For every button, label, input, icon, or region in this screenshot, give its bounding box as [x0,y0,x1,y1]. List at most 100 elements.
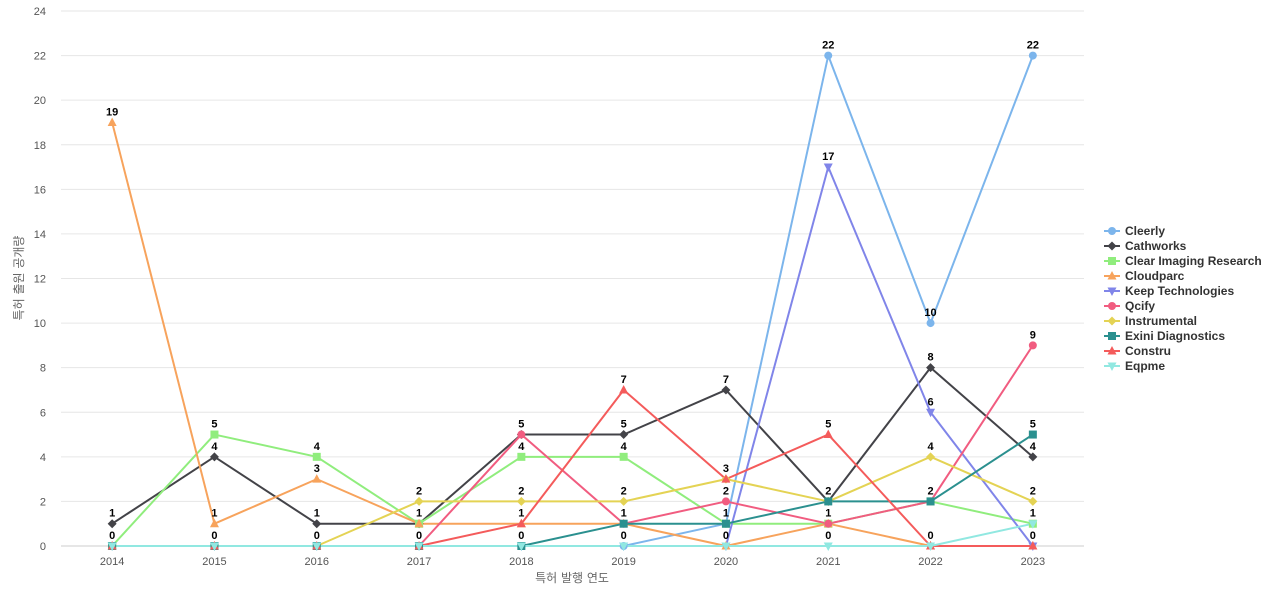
legend-item-constru[interactable]: Constru [1104,344,1171,358]
data-label: 2 [723,485,729,497]
data-label: 0 [723,530,729,542]
y-tick-label: 12 [34,274,46,286]
x-tick-label: 2016 [305,556,329,568]
data-point-eqpme [312,542,322,551]
legend-label: Eqpme [1125,359,1165,373]
data-point-cleerly [926,319,935,328]
data-label: 0 [927,530,933,542]
data-label: 8 [927,352,933,364]
legend-item-keep-technologies[interactable]: Keep Technologies [1104,284,1234,298]
data-label: 5 [825,419,831,431]
data-label: 5 [621,419,627,431]
y-tick-label: 24 [34,6,46,18]
data-point-qcify [1028,341,1037,350]
legend-item-exini-diagnostics[interactable]: Exini Diagnostics [1104,329,1225,343]
data-label: 2 [518,485,524,497]
legend-item-instrumental[interactable]: Instrumental [1104,314,1197,328]
y-tick-label: 16 [34,184,46,196]
legend-swatch-marker [1108,332,1116,340]
y-tick-label: 18 [34,140,46,152]
x-tick-label: 2019 [611,556,635,568]
x-tick-label: 2021 [816,556,840,568]
grid [61,10,1084,547]
data-label: 0 [109,530,115,542]
data-label: 0 [518,530,524,542]
data-point-keep-technologies [823,163,833,173]
data-label: 1 [416,508,422,520]
y-tick-label: 22 [34,51,46,63]
data-label: 7 [621,374,627,386]
data-point-instrumental [1028,496,1038,506]
data-point-constru [516,518,526,528]
legend-label: Cloudparc [1125,269,1185,283]
x-tick-label: 2023 [1021,556,1045,568]
data-point-constru [1028,541,1038,550]
data-point-exini-diagnostics [721,519,730,528]
data-label: 5 [518,419,524,431]
legend-item-cleerly[interactable]: Cleerly [1104,224,1165,238]
data-point-clear-imaging-research [312,452,321,461]
data-point-clear-imaging-research [619,452,628,461]
data-point-constru [721,474,731,483]
data-label: 1 [825,508,831,520]
data-point-instrumental [926,452,936,462]
data-label: 0 [825,530,831,542]
legend-item-qcify[interactable]: Qcify [1104,299,1155,313]
data-point-instrumental [516,496,526,506]
legend-item-cathworks[interactable]: Cathworks [1104,239,1187,253]
x-tick-label: 2020 [714,556,738,568]
legend-label: Clear Imaging Research [1125,254,1262,268]
data-point-instrumental [619,496,629,506]
legend-item-eqpme[interactable]: Eqpme [1104,359,1165,373]
data-point-cathworks [619,430,629,440]
data-label: 0 [1030,530,1036,542]
data-label: 1 [518,508,524,520]
data-point-cathworks [1028,452,1038,462]
legend-item-clear-imaging-research[interactable]: Clear Imaging Research [1104,254,1262,268]
data-point-cloudparc [209,518,219,528]
data-point-keep-technologies [926,408,936,418]
data-label: 19 [106,106,118,118]
data-label: 1 [211,508,217,520]
data-label: 2 [1030,485,1036,497]
legend-item-cloudparc[interactable]: Cloudparc [1104,269,1185,283]
x-tick-label: 2014 [100,556,124,568]
data-label: 4 [211,441,218,453]
series-line-clear-imaging-research [111,433,1034,547]
x-tick-label: 2017 [407,556,431,568]
legend-swatch-marker [1108,227,1116,235]
legend-label: Qcify [1125,299,1155,313]
data-point-eqpme [1028,520,1038,529]
data-label: 4 [314,441,321,453]
data-point-cloudparc [312,474,322,483]
legend-label: Keep Technologies [1125,284,1234,298]
y-tick-label: 4 [40,452,46,464]
data-label: 5 [1030,419,1036,431]
legend-label: Instrumental [1125,314,1197,328]
series-line-exini-diagnostics [112,433,1034,547]
data-label: 3 [723,463,729,475]
data-point-instrumental [414,496,424,506]
data-label: 0 [314,530,320,542]
data-point-cathworks [926,363,936,373]
data-label: 3 [314,463,320,475]
data-label: 2 [621,485,627,497]
legend-swatch-marker [1107,241,1117,251]
data-label: 1 [109,508,115,520]
y-tick-label: 6 [40,407,46,419]
data-point-qcify [517,430,526,439]
x-tick-label: 2018 [509,556,533,568]
series-lines [111,54,1034,547]
data-point-qcify [721,497,730,506]
data-label: 4 [621,441,628,453]
data-label: 9 [1030,329,1036,341]
data-label: 4 [1030,441,1037,453]
data-point-eqpme [823,542,833,551]
data-point-eqpme [414,542,424,551]
data-label: 0 [416,530,422,542]
data-point-qcify [824,519,833,528]
